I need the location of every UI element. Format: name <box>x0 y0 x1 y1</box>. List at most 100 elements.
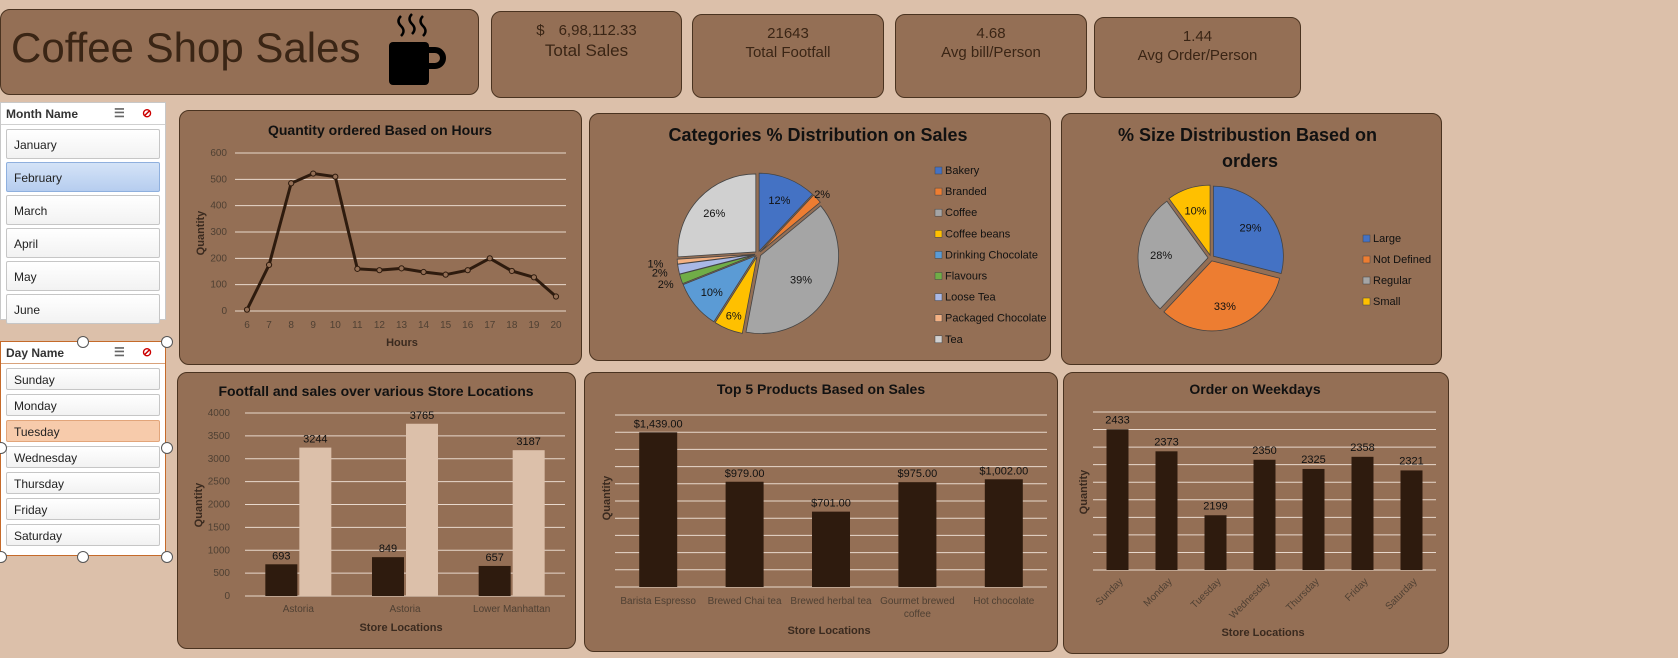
resize-handle[interactable] <box>77 336 89 348</box>
resize-handle[interactable] <box>161 442 173 454</box>
y-tick-label: 2500 <box>208 477 231 488</box>
pie-slice <box>1212 185 1284 275</box>
slice-label: 2% <box>652 268 668 280</box>
x-tick-label: Astoria <box>283 604 315 615</box>
slice-label: 2% <box>814 189 830 201</box>
slicer-item-wednesday[interactable]: Wednesday <box>6 446 160 468</box>
slicer-item-april[interactable]: April <box>6 228 160 258</box>
y-axis-label: Quantity <box>601 475 613 520</box>
x-axis-label: Store Locations <box>359 622 442 634</box>
legend-swatch <box>1362 255 1371 264</box>
kpi-label: Total Footfall <box>745 44 831 61</box>
pie-slice <box>1168 184 1211 257</box>
y-tick-label: 400 <box>210 201 227 212</box>
x-axis-label: Store Locations <box>787 625 870 637</box>
data-point <box>398 265 405 272</box>
resize-handle[interactable] <box>161 336 173 348</box>
day-slicer[interactable]: Day Name ☰ ⊘ Sunday Monday Tuesday Wedne… <box>0 341 166 556</box>
kpi-label: Total Sales <box>544 41 629 60</box>
slice-label: 10% <box>701 287 723 299</box>
multi-select-icon[interactable]: ☰ <box>114 345 125 359</box>
chart-title: Order on Weekdays <box>1189 381 1320 397</box>
y-tick-label: 200 <box>210 253 227 264</box>
slicer-item-tuesday[interactable]: Tuesday <box>6 420 160 442</box>
data-label: 3187 <box>516 436 540 448</box>
data-point <box>376 267 383 274</box>
resize-handle[interactable] <box>161 551 173 563</box>
chart-title: Categories % Distribution on Sales <box>668 125 967 145</box>
y-axis-label: Quantity <box>193 482 205 527</box>
x-tick-label: 18 <box>506 320 518 331</box>
data-point <box>530 274 538 281</box>
chart-title: Footfall and sales over various Store Lo… <box>218 383 533 399</box>
legend-swatch <box>934 230 943 238</box>
x-axis-label: Hours <box>386 337 418 349</box>
data-label: 2433 <box>1105 414 1129 426</box>
data-label: $979.00 <box>725 468 765 480</box>
month-list: January February March April May June <box>1 125 165 324</box>
y-tick-label: 300 <box>210 227 227 238</box>
bar <box>512 450 545 596</box>
x-tick-label: 6 <box>244 320 250 331</box>
bar <box>372 557 404 596</box>
x-tick-label: 20 <box>550 320 562 331</box>
clear-filter-icon[interactable]: ⊘ <box>142 106 153 120</box>
x-tick-label: 7 <box>266 320 272 331</box>
slicer-item-friday[interactable]: Friday <box>6 498 160 520</box>
y-tick-label: 0 <box>224 591 230 602</box>
slicer-item-march[interactable]: March <box>6 195 160 225</box>
resize-handle[interactable] <box>77 551 89 563</box>
legend-label: Coffee beans <box>945 228 1011 240</box>
month-slicer[interactable]: Month Name ☰ ⊘ January February March Ap… <box>0 102 166 324</box>
y-tick-label: 100 <box>210 280 227 291</box>
data-label: 657 <box>485 552 503 564</box>
bar <box>898 482 937 587</box>
title-panel: Coffee Shop Sales <box>0 9 479 95</box>
legend-label: Flavours <box>945 271 988 283</box>
legend-swatch <box>934 314 943 322</box>
data-label: $975.00 <box>898 468 938 480</box>
kpi-value: 1.44 <box>1182 28 1213 45</box>
svg-text:% Size Distribustion Based on: % Size Distribustion Based on orders <box>1118 125 1382 171</box>
multi-select-icon[interactable]: ☰ <box>114 106 125 120</box>
slice-label: 39% <box>790 274 812 286</box>
slicer-item-february[interactable]: February <box>6 162 160 192</box>
x-tick-label: Brewed Chai tea <box>708 596 782 607</box>
data-point <box>265 261 273 269</box>
legend-label: Bakery <box>945 165 980 177</box>
slicer-item-thursday[interactable]: Thursday <box>6 472 160 494</box>
data-label: 3765 <box>410 410 434 422</box>
x-tick-label: 12 <box>374 320 386 331</box>
clear-filter-icon[interactable]: ⊘ <box>142 345 153 359</box>
data-point <box>464 267 471 274</box>
x-tick-label: Sunday <box>1094 576 1126 608</box>
x-tick-label: 8 <box>288 320 294 331</box>
slicer-item-may[interactable]: May <box>6 261 160 291</box>
slicer-item-january[interactable]: January <box>6 129 160 159</box>
x-tick-label: Gourmet brewed coffee <box>880 596 954 620</box>
kpi-value: 4.68 <box>976 25 1006 42</box>
bar <box>1106 429 1129 570</box>
slicer-item-june[interactable]: June <box>6 294 160 324</box>
slicer-item-monday[interactable]: Monday <box>6 394 160 416</box>
slice-label: 33% <box>1214 301 1236 313</box>
slice-label: 26% <box>703 208 725 220</box>
slicer-item-sunday[interactable]: Sunday <box>6 368 160 390</box>
chart-panel-locations[interactable] <box>177 372 576 649</box>
legend-label: Coffee <box>945 207 977 219</box>
slicer-item-saturday[interactable]: Saturday <box>6 524 160 546</box>
kpi-avg-bill: 4.68 Avg bill/Person <box>895 14 1087 98</box>
bar <box>1155 451 1178 570</box>
data-point <box>552 293 560 300</box>
y-tick-label: 1500 <box>208 522 231 533</box>
bar <box>984 479 1023 587</box>
legend-label: Not Defined <box>1373 254 1431 266</box>
y-tick-label: 4000 <box>208 408 231 419</box>
bar <box>1351 456 1374 570</box>
y-tick-label: 0 <box>221 306 227 317</box>
chart-title: Top 5 Products Based on Sales <box>717 381 925 397</box>
kpi-value: 6,98,112.33 <box>558 22 637 39</box>
pie-slice <box>759 194 821 253</box>
